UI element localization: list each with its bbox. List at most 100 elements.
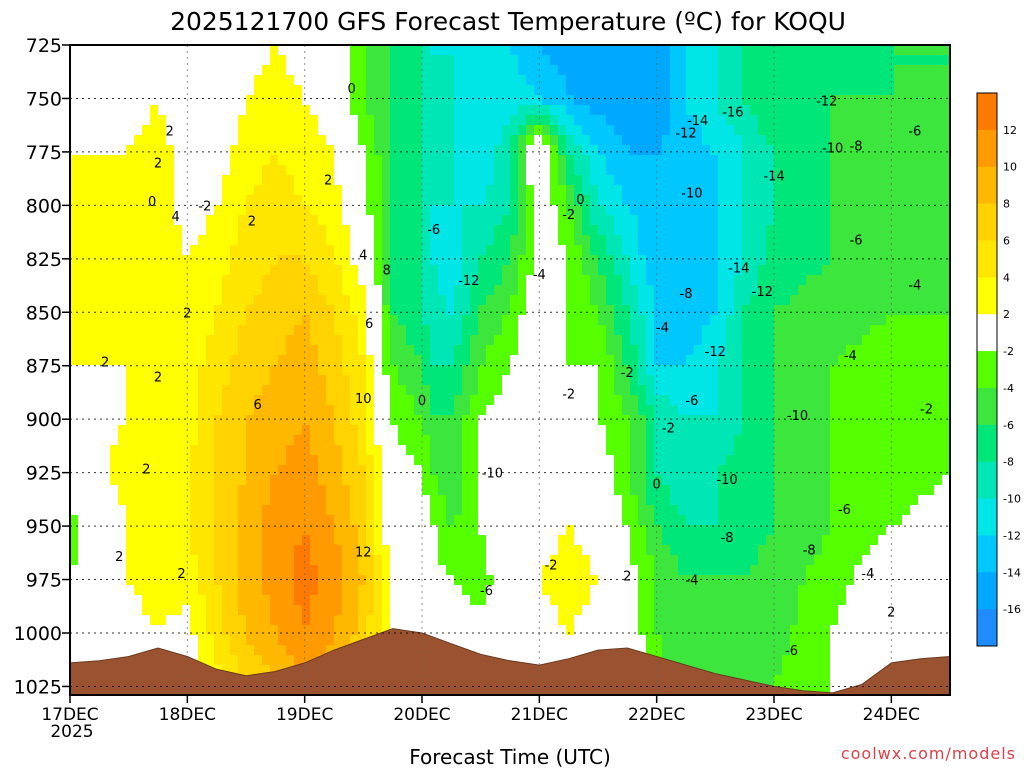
temp-cell bbox=[142, 75, 151, 86]
temp-cell bbox=[398, 115, 407, 126]
temp-cell bbox=[662, 105, 671, 116]
temp-cell bbox=[902, 435, 911, 446]
temp-cell bbox=[534, 335, 543, 346]
temp-cell bbox=[246, 465, 255, 476]
temp-cell bbox=[718, 245, 727, 256]
temp-cell bbox=[174, 475, 183, 486]
temp-cell bbox=[318, 225, 327, 236]
temp-cell bbox=[150, 205, 159, 216]
temp-cell bbox=[558, 165, 567, 176]
temp-cell bbox=[646, 95, 655, 106]
temp-cell bbox=[302, 215, 311, 226]
temp-cell bbox=[542, 405, 551, 416]
temp-cell bbox=[470, 355, 479, 366]
temp-cell bbox=[350, 105, 359, 116]
temp-cell bbox=[134, 45, 143, 56]
temp-cell bbox=[566, 365, 575, 376]
temp-cell bbox=[918, 245, 927, 256]
temp-cell bbox=[854, 95, 863, 106]
temp-cell bbox=[790, 105, 799, 116]
temp-cell bbox=[662, 175, 671, 186]
temp-cell bbox=[182, 135, 191, 146]
temp-cell bbox=[446, 95, 455, 106]
temp-cell bbox=[430, 115, 439, 126]
temp-cell bbox=[94, 145, 103, 156]
temp-cell bbox=[854, 285, 863, 296]
temp-cell bbox=[878, 65, 887, 76]
temp-cell bbox=[350, 345, 359, 356]
temp-cell bbox=[926, 225, 935, 236]
temp-cell bbox=[654, 275, 663, 286]
temp-cell bbox=[782, 145, 791, 156]
temp-cell bbox=[110, 85, 119, 96]
temp-cell bbox=[870, 155, 879, 166]
temp-cell bbox=[318, 75, 327, 86]
temp-cell bbox=[742, 385, 751, 396]
temp-cell bbox=[806, 65, 815, 76]
temp-cell bbox=[222, 115, 231, 126]
temp-cell bbox=[174, 265, 183, 276]
temp-cell bbox=[622, 235, 631, 246]
temp-cell bbox=[102, 435, 111, 446]
temp-cell bbox=[230, 155, 239, 166]
temp-cell bbox=[270, 355, 279, 366]
temp-cell bbox=[838, 125, 847, 136]
temp-cell bbox=[454, 365, 463, 376]
temp-cell bbox=[374, 485, 383, 496]
temp-cell bbox=[870, 225, 879, 236]
temp-cell bbox=[574, 375, 583, 386]
temp-cell bbox=[782, 315, 791, 326]
temp-cell bbox=[942, 465, 950, 476]
temp-cell bbox=[750, 95, 759, 106]
temp-cell bbox=[902, 385, 911, 396]
temp-cell bbox=[478, 105, 487, 116]
temp-cell bbox=[150, 335, 159, 346]
temp-cell bbox=[638, 475, 647, 486]
temp-cell bbox=[446, 195, 455, 206]
temp-cell bbox=[478, 225, 487, 236]
temp-cell bbox=[374, 315, 383, 326]
temp-cell bbox=[678, 215, 687, 226]
temp-cell bbox=[902, 355, 911, 366]
temp-cell bbox=[574, 455, 583, 466]
temp-cell bbox=[718, 215, 727, 226]
temp-cell bbox=[342, 215, 351, 226]
temp-cell bbox=[118, 75, 127, 86]
temp-cell bbox=[734, 395, 743, 406]
temp-cell bbox=[358, 385, 367, 396]
temp-cell bbox=[750, 115, 759, 126]
temp-cell bbox=[606, 315, 615, 326]
temp-cell bbox=[822, 345, 831, 356]
temp-cell bbox=[214, 125, 223, 136]
temp-cell bbox=[566, 175, 575, 186]
temp-cell bbox=[126, 65, 135, 76]
temp-cell bbox=[358, 315, 367, 326]
temp-cell bbox=[398, 495, 407, 506]
temp-cell bbox=[894, 195, 903, 206]
temp-cell bbox=[422, 235, 431, 246]
temp-cell bbox=[414, 465, 423, 476]
temp-cell bbox=[286, 105, 295, 116]
temp-cell bbox=[390, 325, 399, 336]
temp-cell bbox=[254, 115, 263, 126]
temp-cell bbox=[686, 465, 695, 476]
temp-cell bbox=[230, 305, 239, 316]
temp-cell bbox=[854, 445, 863, 456]
temp-cell bbox=[774, 345, 783, 356]
temp-cell bbox=[198, 65, 207, 76]
temp-cell bbox=[702, 125, 711, 136]
temp-cell bbox=[494, 125, 503, 136]
temp-cell bbox=[342, 65, 351, 76]
temp-cell bbox=[278, 315, 287, 326]
temp-cell bbox=[838, 295, 847, 306]
temp-cell bbox=[342, 55, 351, 66]
temp-cell bbox=[398, 295, 407, 306]
temp-cell bbox=[742, 135, 751, 146]
temp-cell bbox=[758, 65, 767, 76]
temp-cell bbox=[310, 175, 319, 186]
temp-cell bbox=[510, 475, 519, 486]
temp-cell bbox=[262, 115, 271, 126]
temp-cell bbox=[262, 145, 271, 156]
temp-cell bbox=[430, 85, 439, 96]
temp-cell bbox=[550, 405, 559, 416]
